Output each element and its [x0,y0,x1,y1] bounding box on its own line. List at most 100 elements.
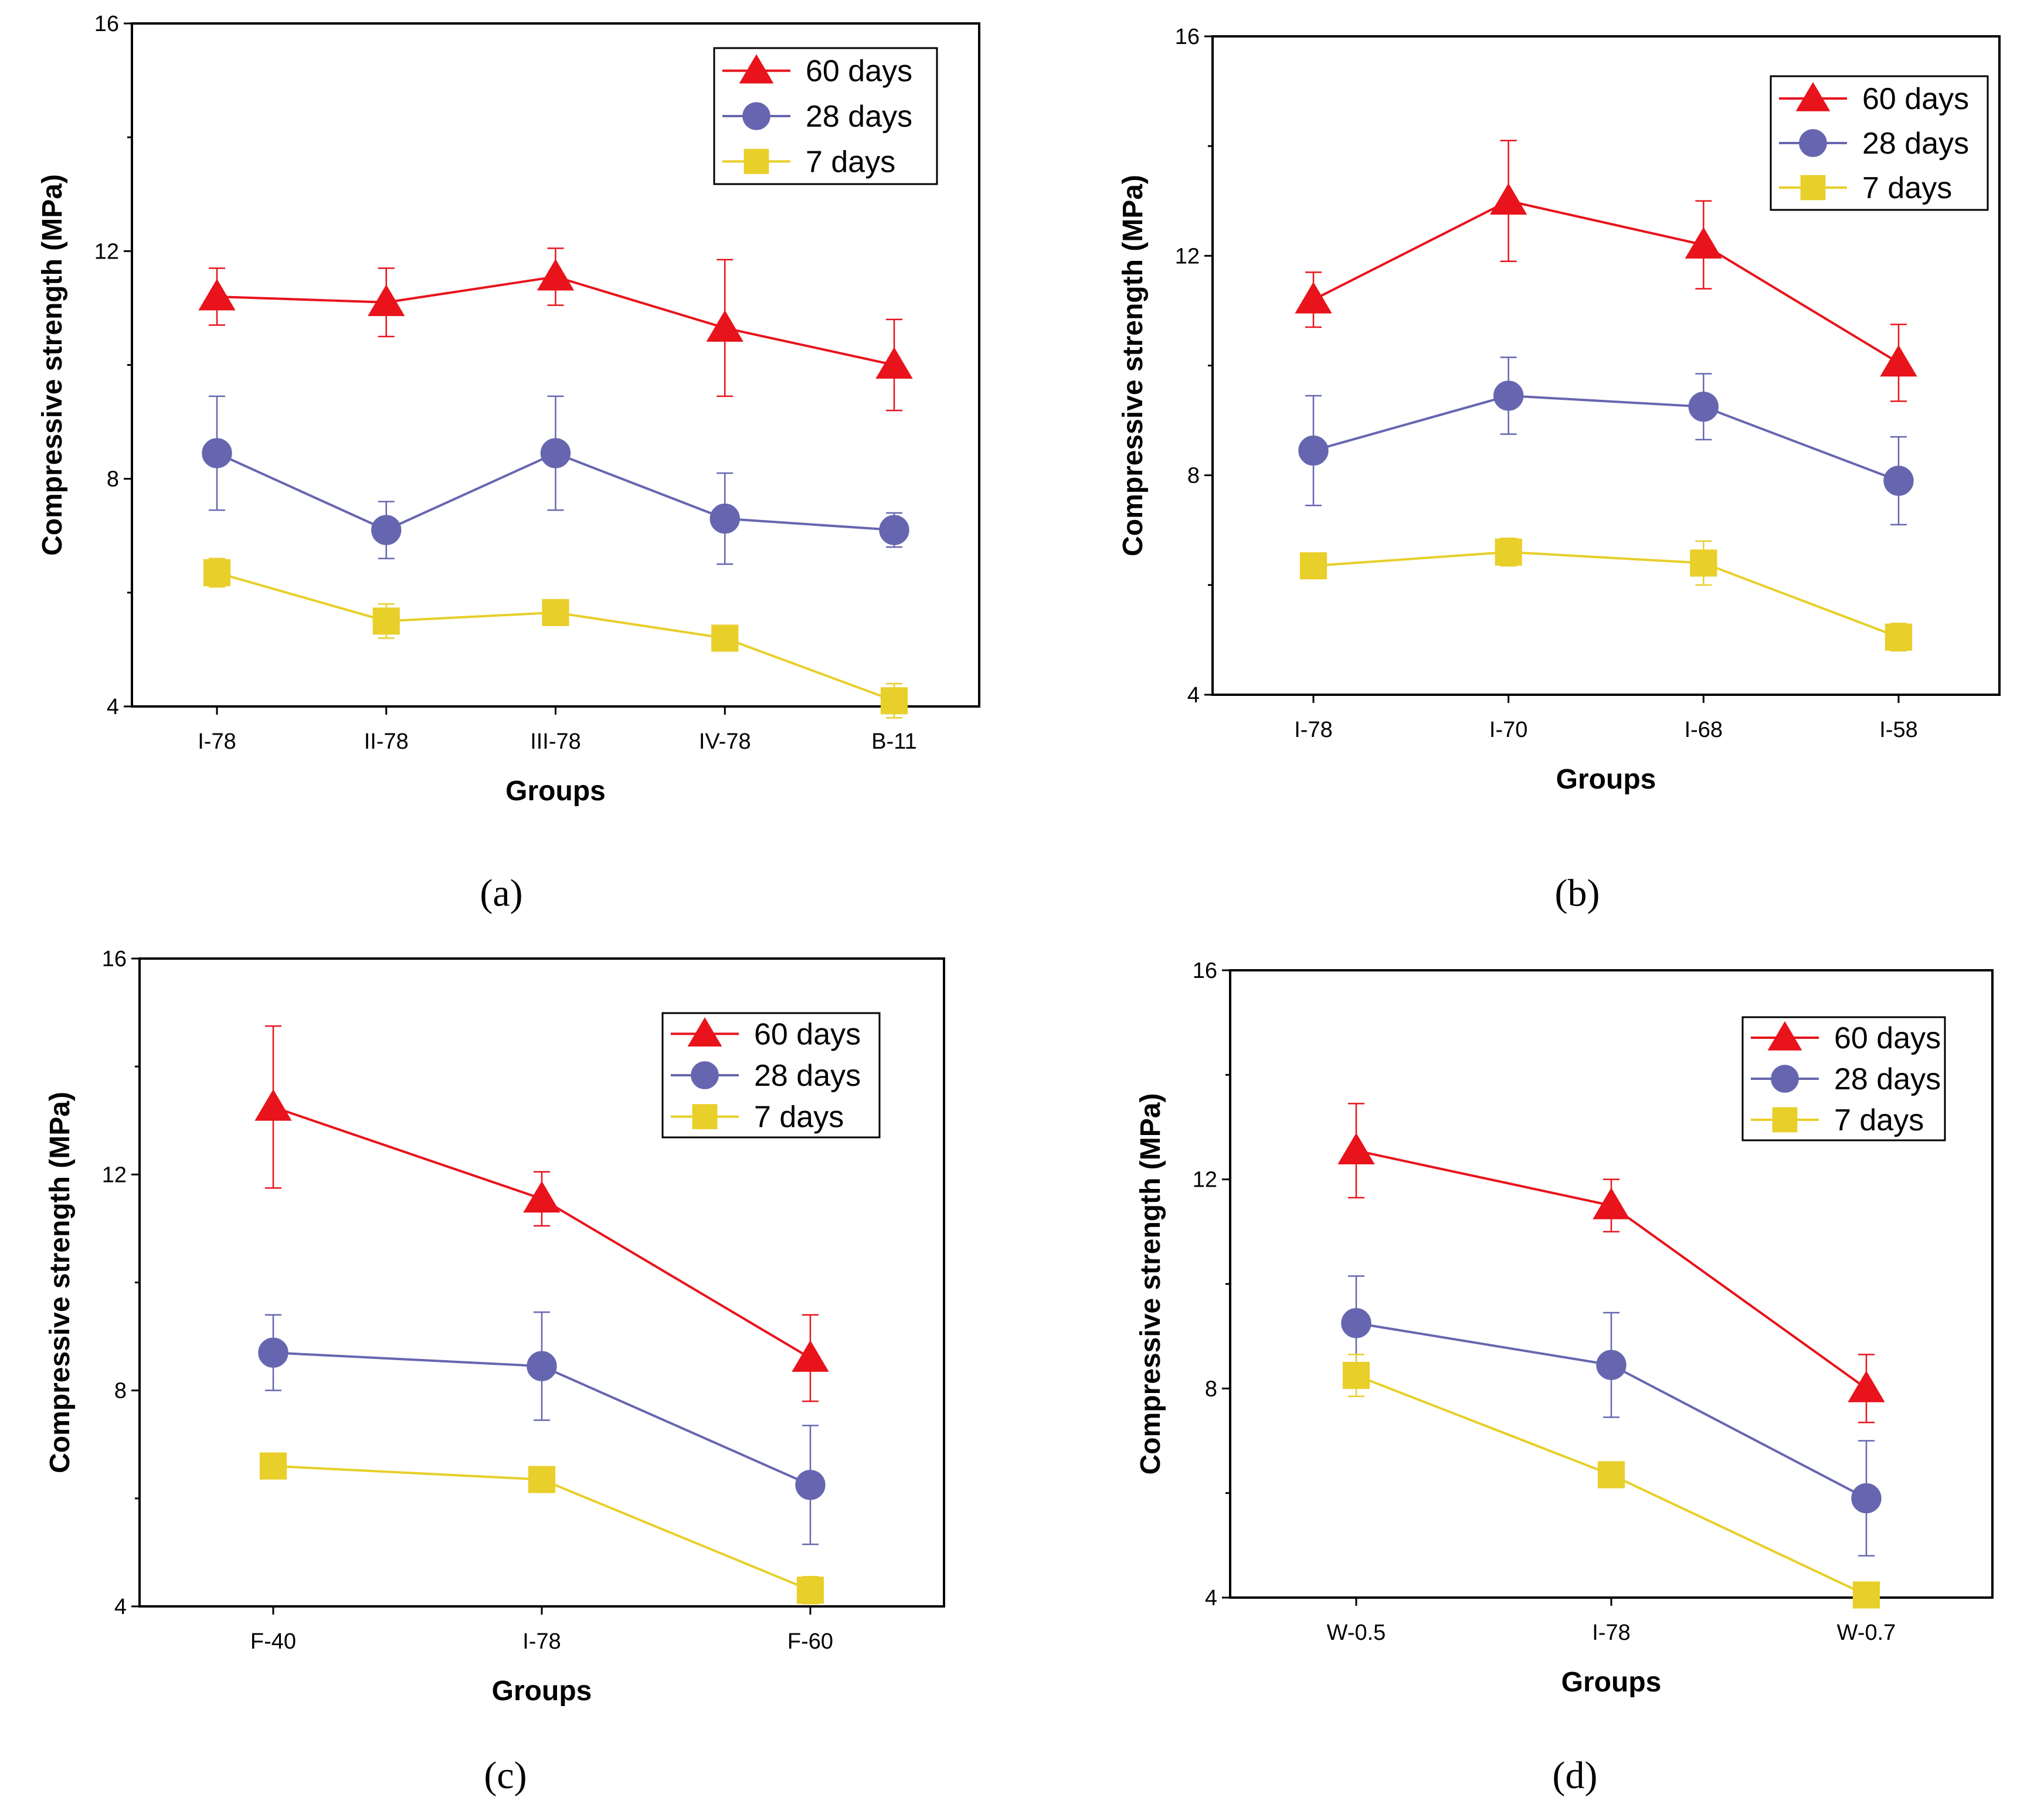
data-point [254,1089,292,1121]
data-point [706,310,743,342]
y-tick-label: 4 [1205,1586,1217,1610]
data-point [1596,1350,1627,1380]
panel-caption: (b) [1555,872,1600,915]
x-tick-label: I-78 [522,1629,561,1654]
data-point [371,515,402,545]
data-point [198,278,236,311]
y-tick-label: 16 [94,12,119,36]
data-point [1597,1461,1625,1489]
data-point [1299,552,1327,580]
y-tick-label: 8 [107,467,119,492]
data-point [1685,227,1722,259]
legend-label: 60 days [1862,82,1969,116]
data-point [875,347,913,379]
data-point [1688,391,1719,422]
data-point [528,1466,556,1493]
chart-panel-c: 4 8 12 16 F-40 I-78 F-60 Groups Compressive stre… [45,947,945,1797]
x-tick-label: W-0.7 [1837,1620,1896,1645]
series-line [1313,199,1900,364]
x-tick-label: II-78 [364,729,409,754]
data-point [537,259,575,291]
y-tick-label: 8 [1187,464,1200,488]
legend-marker [743,148,769,174]
x-tick-label: I-78 [198,729,236,754]
series-60-days [198,247,913,412]
data-point [1852,1581,1880,1609]
x-tick-label: W-0.5 [1327,1620,1386,1645]
series-28-days [258,1311,826,1545]
data-point [1493,380,1524,411]
y-tick-label: 4 [114,1595,127,1619]
legend-label: 7 days [1834,1103,1924,1137]
data-point [1885,623,1913,651]
panel-caption: (d) [1553,1754,1598,1797]
x-tick-label: I-58 [1879,718,1917,742]
panel-caption: (a) [480,872,522,915]
chart-panel-a: 4 8 12 16 I-78 II-78 III-78 IV-78 B-11 Groups Comp… [37,12,980,915]
y-tick-label: 4 [1187,683,1200,708]
data-point [1690,549,1717,577]
legend-label: 28 days [1862,127,1969,161]
legend: 60 days 28 days 7 days [713,47,938,185]
legend-label: 7 days [754,1100,844,1134]
x-axis-title: Groups [505,776,606,807]
data-point [1298,435,1329,466]
data-point [879,515,909,545]
series-7-days [259,1452,824,1605]
data-point [372,607,400,635]
legend-label: 28 days [1834,1062,1941,1096]
legend: 60 days 28 days 7 days [1741,1016,1946,1141]
data-point [795,1470,826,1500]
legend-label: 60 days [754,1017,861,1051]
y-tick-label: 4 [107,695,119,719]
data-point [1880,345,1917,377]
x-tick-label: I-78 [1592,1620,1630,1645]
series-60-days [1295,140,1917,402]
x-tick-label: I-78 [1294,718,1332,742]
x-tick-label: I-70 [1489,718,1527,742]
legend-marker [1795,81,1831,111]
legend-marker [691,1061,719,1089]
y-tick-label: 8 [1205,1377,1217,1401]
series-line [216,571,895,702]
data-point [202,438,232,468]
data-point [880,687,908,715]
legend-marker [739,54,774,84]
legend-label: 60 days [806,55,912,89]
series-7-days [1299,538,1913,652]
series-7-days [1342,1354,1880,1609]
series-60-days [254,1025,829,1402]
legend: 60 days 28 days 7 days [661,1012,881,1139]
series-60-days [1337,1103,1885,1423]
legend-label: 7 days [806,145,895,179]
y-tick-label: 16 [1175,25,1200,49]
y-tick-label: 12 [94,239,119,264]
series-28-days [1298,356,1914,526]
data-point [1851,1483,1882,1514]
series-7-days [203,558,908,719]
legend-label: 7 days [1862,171,1952,205]
legend-label: 28 days [754,1059,861,1093]
x-tick-label: B-11 [871,729,916,754]
data-point [1883,466,1914,496]
legend-label: 28 days [806,100,912,134]
legend-marker [1772,1107,1798,1133]
chart-panel-b: 4 8 12 16 I-78 I-70 I-68 I-58 Groups Compressive … [1118,25,2001,915]
legend: 60 days 28 days 7 days [1770,75,1989,211]
data-point [259,1452,287,1480]
x-axis-title: Groups [1556,764,1656,795]
data-point [1337,1133,1375,1165]
data-point [1593,1187,1630,1219]
series-line [1313,551,1899,638]
x-axis-title: Groups [1561,1667,1662,1698]
data-point [711,624,739,652]
legend-marker [692,1104,718,1130]
data-point [1848,1370,1885,1402]
y-axis-title: Compressive strength (MPa) [1118,175,1149,556]
series-28-days [1341,1275,1882,1557]
data-point [1490,183,1527,215]
x-tick-label: F-60 [787,1629,833,1654]
legend-marker [1799,129,1827,157]
y-tick-label: 12 [102,1163,127,1187]
